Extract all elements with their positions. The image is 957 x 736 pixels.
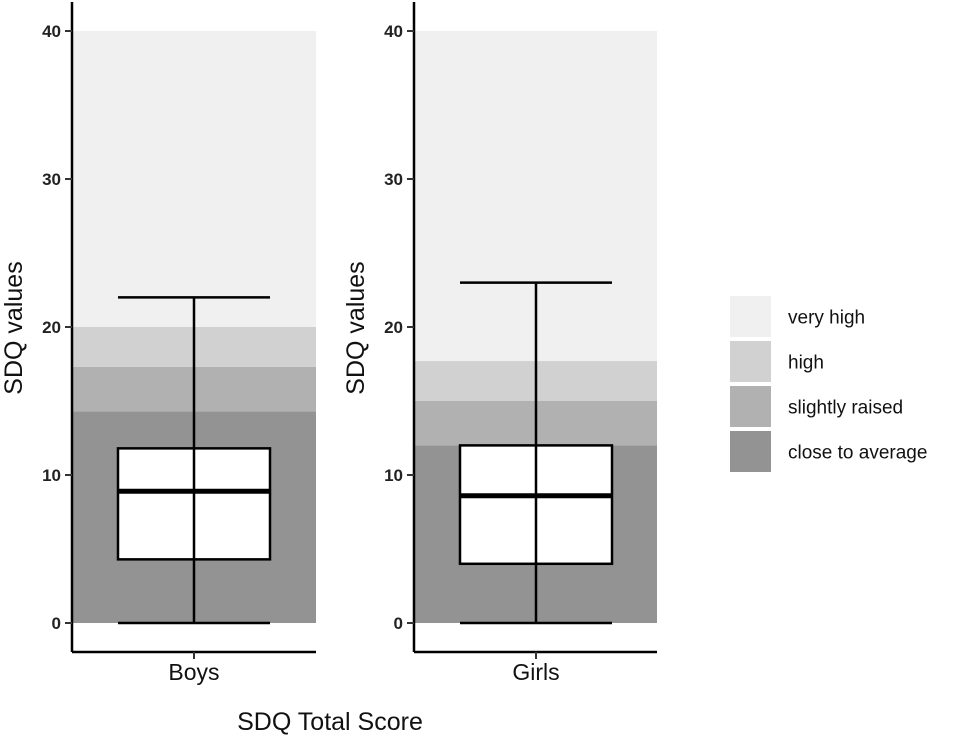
panel-boys: 0 10 20 30 40 Boys SDQ values	[0, 2, 316, 685]
legend-label: very high	[788, 308, 865, 329]
legend-label: high	[788, 353, 824, 374]
y-axis-ticks: 0 10 20 30 40	[42, 22, 195, 659]
legend: very high high slightly raised close to ave…	[730, 296, 927, 472]
x-category-label: Girls	[512, 659, 559, 685]
y-axis-title: SDQ values	[342, 261, 370, 394]
legend-swatch-high	[730, 341, 771, 382]
boxplot	[458, 281, 614, 625]
y-tick-label: 40	[42, 22, 61, 41]
legend-label: slightly raised	[788, 398, 903, 419]
legend-label: close to average	[788, 443, 927, 464]
legend-swatch-close-to-average	[730, 431, 771, 472]
y-tick-label: 20	[384, 318, 403, 337]
y-axis-ticks: 0 10 20 30 40	[384, 22, 537, 659]
x-category-label: Boys	[168, 659, 219, 685]
legend-swatch-slightly-raised	[730, 386, 771, 427]
band-very-high	[72, 31, 316, 327]
y-tick-label: 30	[42, 170, 61, 189]
y-tick-label: 0	[52, 614, 61, 633]
y-axis-title: SDQ values	[0, 261, 28, 394]
y-tick-label: 10	[384, 466, 403, 485]
y-tick-label: 30	[384, 170, 403, 189]
y-tick-label: 20	[42, 318, 61, 337]
y-tick-label: 40	[384, 22, 403, 41]
legend-swatch-very-high	[730, 296, 771, 337]
y-tick-label: 0	[394, 614, 403, 633]
boxplot	[116, 296, 272, 625]
panel-girls: 0 10 20 30 40 Girls SDQ values	[342, 2, 657, 685]
x-axis-title: SDQ Total Score	[237, 708, 423, 736]
y-tick-label: 10	[42, 466, 61, 485]
